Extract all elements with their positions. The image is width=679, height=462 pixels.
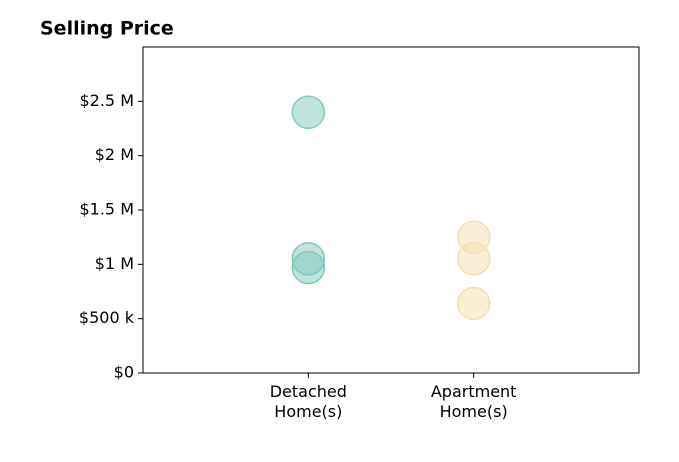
y-tick-label: $1 M bbox=[95, 254, 134, 273]
chart-title: Selling Price bbox=[40, 18, 174, 40]
y-tick-label: $2.5 M bbox=[79, 91, 134, 110]
x-tick-label: Detached Home(s) bbox=[269, 382, 347, 421]
point bbox=[456, 242, 491, 276]
plot-frame bbox=[142, 46, 640, 374]
point bbox=[456, 286, 491, 321]
point bbox=[291, 250, 326, 285]
y-tick-label: $1.5 M bbox=[79, 200, 134, 219]
y-tick-label: $0 bbox=[114, 363, 134, 382]
y-tick-label: $500 k bbox=[79, 308, 135, 327]
y-tick-label: $2 M bbox=[95, 145, 134, 164]
x-tick-label: Apartment Home(s) bbox=[430, 382, 517, 421]
point bbox=[291, 95, 326, 129]
